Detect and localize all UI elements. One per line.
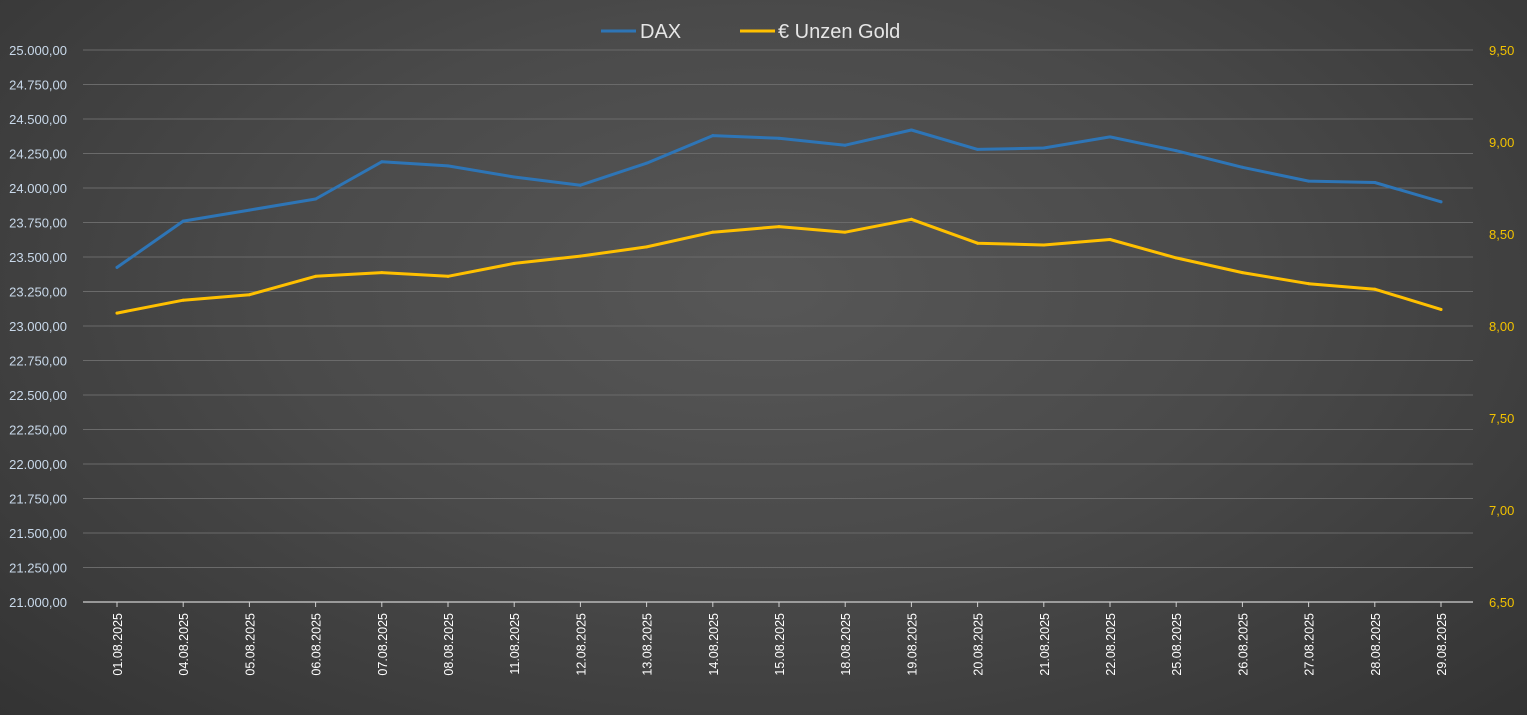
x-tick-label: 13.08.2025: [641, 613, 655, 676]
data-point-gold: [1307, 282, 1311, 286]
x-tick-label: 22.08.2025: [1104, 613, 1118, 676]
data-point-gold: [711, 230, 715, 234]
data-point-gold: [843, 230, 847, 234]
y-left-tick-label: 23.250,00: [9, 285, 67, 300]
x-tick-label: 01.08.2025: [111, 613, 125, 676]
data-point-dax: [181, 219, 185, 223]
data-point-dax: [976, 147, 980, 151]
legend-label-dax: DAX: [640, 21, 681, 43]
x-tick-label: 05.08.2025: [243, 613, 257, 676]
x-tick-label: 18.08.2025: [839, 613, 853, 676]
x-tick-label: 15.08.2025: [773, 613, 787, 676]
data-point-dax: [1439, 200, 1443, 204]
y-right-tick-label: 7,00: [1489, 503, 1514, 518]
y-left-tick-label: 22.750,00: [9, 354, 67, 369]
x-tick-label: 06.08.2025: [310, 613, 324, 676]
y-left-tick-label: 21.750,00: [9, 492, 67, 507]
data-point-dax: [711, 134, 715, 138]
series-line-gold: [115, 217, 1443, 315]
legend-item-dax[interactable]: DAX: [601, 21, 681, 43]
x-tick-label: 07.08.2025: [376, 613, 390, 676]
data-point-dax: [843, 143, 847, 147]
x-tick-label: 11.08.2025: [508, 613, 522, 675]
y-left-tick-label: 23.500,00: [9, 250, 67, 265]
right-y-axis: 6,50 7,00 7,50 8,00 8,50 9,00 9,50: [1489, 43, 1514, 610]
data-point-gold: [1439, 307, 1443, 311]
y-right-tick-label: 6,50: [1489, 595, 1514, 610]
y-left-tick-label: 24.250,00: [9, 147, 67, 162]
y-left-tick-label: 24.500,00: [9, 112, 67, 127]
data-point-gold: [247, 293, 251, 297]
x-tick-label: 27.08.2025: [1303, 613, 1317, 676]
data-point-dax: [1307, 179, 1311, 183]
data-point-dax: [1042, 146, 1046, 150]
data-point-gold: [314, 274, 318, 278]
y-right-tick-label: 7,50: [1489, 411, 1514, 426]
y-left-tick-label: 24.000,00: [9, 181, 67, 196]
data-point-gold: [181, 298, 185, 302]
y-left-tick-label: 22.250,00: [9, 423, 67, 438]
data-point-dax: [314, 197, 318, 201]
x-tick-label: 12.08.2025: [574, 613, 588, 676]
y-left-tick-label: 22.500,00: [9, 388, 67, 403]
data-point-dax: [247, 208, 251, 212]
gridlines: [83, 49, 1473, 568]
data-point-gold: [909, 217, 913, 221]
data-point-gold: [1042, 243, 1046, 247]
x-tick-label: 04.08.2025: [177, 613, 191, 676]
data-point-dax: [512, 175, 516, 179]
y-right-tick-label: 9,00: [1489, 135, 1514, 150]
y-left-tick-label: 23.000,00: [9, 319, 67, 334]
left-y-axis: 21.000,00 21.250,00 21.500,00 21.750,00 22.0…: [9, 43, 67, 610]
data-point-gold: [380, 271, 384, 275]
data-point-dax: [1174, 149, 1178, 153]
y-right-tick-label: 9,50: [1489, 43, 1514, 58]
data-point-gold: [777, 225, 781, 229]
x-axis: 01.08.2025 04.08.2025 05.08.2025 06.08.2025…: [111, 602, 1449, 676]
x-tick-label: 19.08.2025: [905, 613, 919, 676]
data-point-gold: [446, 274, 450, 278]
y-left-tick-label: 21.500,00: [9, 526, 67, 541]
data-point-gold: [976, 241, 980, 245]
x-tick-label: 29.08.2025: [1435, 613, 1449, 676]
data-point-gold: [115, 311, 119, 315]
legend-item-gold[interactable]: € Unzen Gold: [740, 21, 900, 43]
y-left-tick-label: 21.250,00: [9, 561, 67, 576]
y-left-tick-label: 22.000,00: [9, 457, 67, 472]
data-point-gold: [1373, 287, 1377, 291]
y-left-tick-label: 24.750,00: [9, 78, 67, 93]
data-point-gold: [1108, 238, 1112, 242]
legend: DAX € Unzen Gold: [601, 21, 900, 43]
data-point-dax: [1373, 180, 1377, 184]
x-tick-label: 20.08.2025: [972, 613, 986, 676]
data-point-dax: [909, 128, 913, 132]
y-right-tick-label: 8,00: [1489, 319, 1514, 334]
data-point-dax: [578, 183, 582, 187]
data-point-gold: [578, 254, 582, 258]
data-point-dax: [446, 164, 450, 168]
data-point-dax: [115, 265, 119, 269]
x-tick-label: 14.08.2025: [707, 613, 721, 676]
legend-label-gold: € Unzen Gold: [778, 21, 900, 43]
data-point-gold: [1240, 271, 1244, 275]
data-point-gold: [512, 261, 516, 265]
y-left-tick-label: 21.000,00: [9, 595, 67, 610]
x-tick-label: 25.08.2025: [1170, 613, 1184, 676]
x-tick-label: 26.08.2025: [1236, 613, 1250, 676]
x-tick-label: 28.08.2025: [1369, 613, 1383, 676]
data-point-dax: [1240, 165, 1244, 169]
x-tick-label: 21.08.2025: [1038, 613, 1052, 676]
x-tick-label: 08.08.2025: [442, 613, 456, 676]
y-left-tick-label: 23.750,00: [9, 216, 67, 231]
data-point-gold: [645, 245, 649, 249]
data-point-dax: [380, 160, 384, 164]
series-lines: [115, 128, 1443, 315]
y-left-tick-label: 25.000,00: [9, 43, 67, 58]
y-right-tick-label: 8,50: [1489, 227, 1514, 242]
data-point-gold: [1174, 256, 1178, 260]
data-point-dax: [1108, 135, 1112, 139]
data-point-dax: [645, 161, 649, 165]
data-point-dax: [777, 136, 781, 140]
